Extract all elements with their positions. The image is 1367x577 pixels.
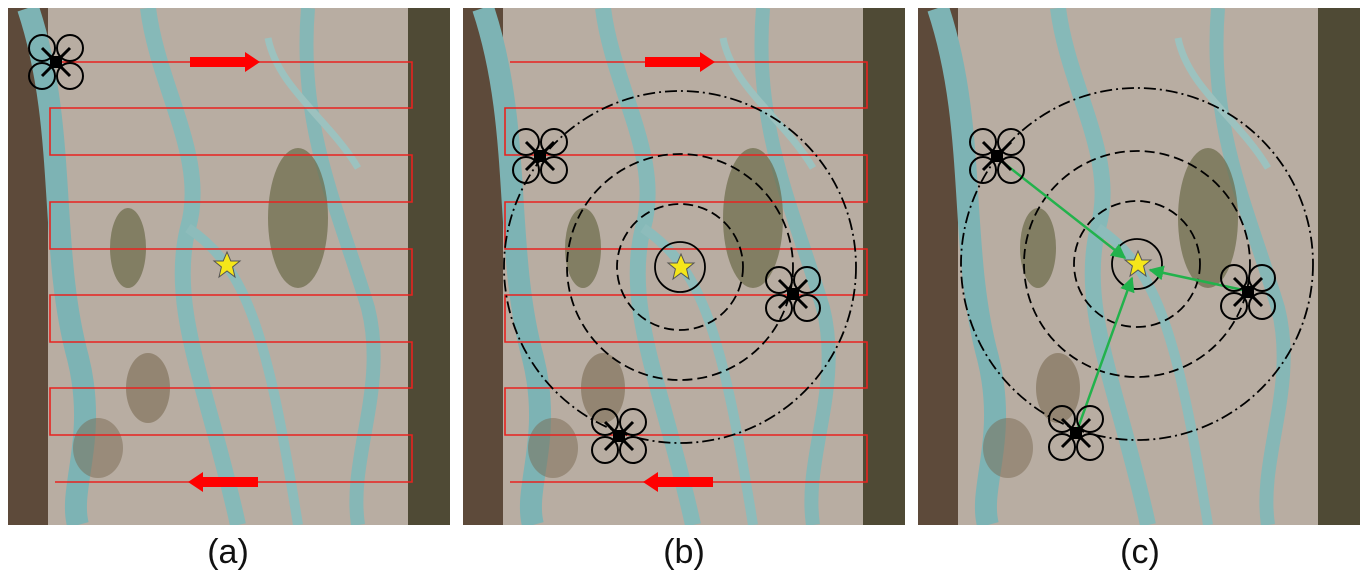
panel-label: (c) — [1120, 533, 1160, 571]
panel-label: (a) — [207, 533, 249, 571]
panel-c — [918, 8, 1360, 525]
panel-b — [463, 8, 905, 525]
figure: (a) (b) (c) — [0, 0, 1367, 577]
panel-label: (b) — [663, 533, 705, 571]
panel-a — [8, 8, 450, 525]
